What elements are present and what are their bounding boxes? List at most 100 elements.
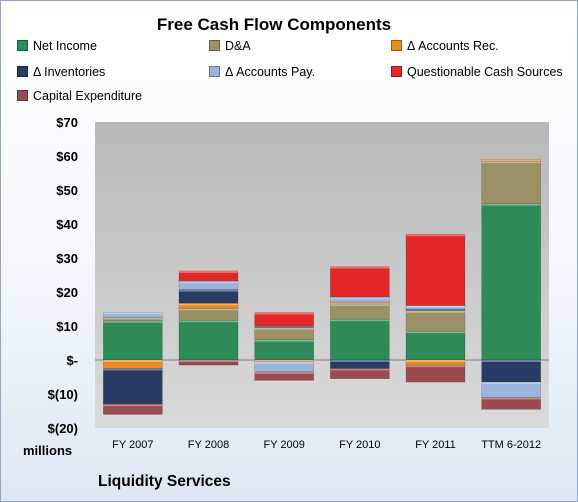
- bar-segment-highlight: [330, 319, 390, 322]
- bar-segment-highlight: [254, 361, 314, 364]
- legend-swatch: [209, 66, 220, 77]
- bar-segment-highlight: [481, 397, 541, 400]
- bar-segment-highlight: [330, 302, 390, 304]
- bar-segment-highlight: [330, 266, 390, 269]
- y-tick-label: $(20): [48, 421, 78, 436]
- bar-segment-highlight: [178, 360, 239, 362]
- bar-segment-highlight: [481, 161, 541, 164]
- legend-swatch: [17, 90, 28, 101]
- bar-segment: [178, 359, 239, 366]
- bar-segment-highlight: [481, 382, 541, 385]
- bar-segment-highlight: [481, 360, 541, 362]
- bar-segment: [405, 310, 466, 332]
- bar-segment: [405, 364, 466, 383]
- bar-segment: [481, 203, 541, 361]
- x-tick-label: FY 2009: [263, 439, 304, 451]
- bar-segment-highlight: [178, 320, 239, 323]
- bar-segment-highlight: [254, 326, 314, 328]
- legend-label: Net Income: [33, 39, 97, 53]
- legend-label: Δ Accounts Pay.: [225, 65, 316, 79]
- bar-segment: [254, 312, 314, 327]
- x-tick-label: FY 2007: [112, 439, 153, 451]
- legend-item-accounts-pay: Δ Accounts Pay.: [209, 65, 315, 79]
- bar-segment-highlight: [254, 371, 314, 374]
- bar-segment: [254, 339, 314, 361]
- x-tick-label: FY 2008: [188, 439, 229, 451]
- bar-segment-highlight: [103, 320, 163, 323]
- legend-swatch: [209, 40, 220, 51]
- x-tick-label: FY 2010: [339, 439, 380, 451]
- bar-segment-highlight: [405, 234, 466, 237]
- legend-item-inventories: Δ Inventories: [17, 65, 105, 79]
- bar-segment: [103, 403, 163, 415]
- legend-label: Δ Inventories: [33, 65, 106, 79]
- y-tick-label: $20: [56, 285, 78, 300]
- bar-segment: [481, 359, 541, 383]
- bar-segment: [481, 381, 541, 398]
- bar-segment-highlight: [178, 308, 239, 311]
- bar-segment: [254, 371, 314, 381]
- y-tick-label: $50: [56, 183, 78, 198]
- bar-segment: [330, 303, 390, 320]
- bar-segment: [103, 312, 163, 318]
- bar-segment: [481, 159, 541, 162]
- y-tick-label: $30: [56, 251, 78, 266]
- legend-item-accounts-rec: Δ Accounts Rec.: [391, 39, 499, 53]
- bar-segment-highlight: [405, 360, 466, 362]
- bar-segment-highlight: [178, 270, 239, 273]
- legend-swatch: [391, 66, 402, 77]
- bar-segment: [178, 319, 239, 361]
- bar-segment-highlight: [178, 281, 239, 284]
- y-tick-label: $(10): [48, 387, 78, 402]
- bar-segment-highlight: [330, 303, 390, 306]
- bar-segment-highlight: [330, 297, 390, 300]
- bar-segment-highlight: [254, 327, 314, 330]
- y-tick-label: $60: [56, 149, 78, 164]
- bar-segment: [405, 233, 466, 306]
- bar-segment: [481, 160, 541, 204]
- plot-background: [95, 122, 549, 428]
- legend-label: Questionable Cash Sources: [407, 65, 563, 79]
- y-tick-label: $10: [56, 319, 78, 334]
- bar-segment-highlight: [481, 159, 541, 162]
- bar-segment-highlight: [254, 360, 314, 362]
- bar-segment-highlight: [405, 309, 466, 311]
- bar-segment-highlight: [103, 312, 163, 315]
- bar-segment: [405, 330, 466, 361]
- y-tick-label: $70: [56, 115, 78, 130]
- legend-item-net-income: Net Income: [17, 39, 97, 53]
- bar-segment-highlight: [178, 303, 239, 306]
- bar-segment-highlight: [254, 339, 314, 342]
- bar-segment-highlight: [405, 310, 466, 313]
- legend-swatch: [17, 66, 28, 77]
- bar-segment-highlight: [103, 368, 163, 371]
- y-tick-label: $40: [56, 217, 78, 232]
- bar-segment-highlight: [254, 312, 314, 315]
- legend-label: Capital Expenditure: [33, 89, 143, 103]
- legend-swatch: [17, 40, 28, 51]
- y-tick-label: $-: [66, 353, 78, 368]
- bar-segment: [330, 368, 390, 379]
- bar-segment-highlight: [405, 331, 466, 334]
- legend-label: Δ Accounts Rec.: [407, 39, 499, 53]
- legend-swatch: [391, 40, 402, 51]
- bar-segment-highlight: [103, 360, 163, 362]
- bar-segment-highlight: [103, 317, 163, 320]
- bar-segment: [178, 270, 239, 282]
- bar-segment-highlight: [178, 289, 239, 292]
- bar-segment-highlight: [330, 360, 390, 362]
- x-tick-label: FY 2011: [415, 439, 456, 451]
- bar-segment-highlight: [330, 368, 390, 371]
- bar-segment-highlight: [405, 365, 466, 368]
- bar-segment: [178, 289, 239, 304]
- x-tick-label: TTM 6-2012: [481, 439, 541, 451]
- bar-segment-highlight: [103, 404, 163, 407]
- legend-item-da: D&A: [209, 39, 251, 53]
- units-label: millions: [23, 443, 73, 458]
- bar-segment: [330, 318, 390, 361]
- bar-segment: [103, 320, 163, 361]
- legend-item-capex: Capital Expenditure: [17, 89, 142, 103]
- bar-segment-highlight: [481, 203, 541, 206]
